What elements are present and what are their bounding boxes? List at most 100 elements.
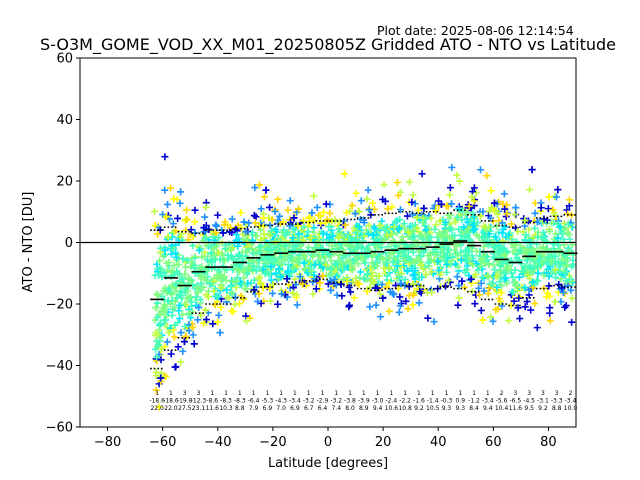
data-point [453,213,461,221]
data-point [432,221,440,229]
data-point [544,289,552,297]
data-point [422,226,430,234]
data-point [565,272,573,280]
data-point [211,301,219,309]
data-point [419,218,427,226]
data-point [385,307,393,315]
data-point [498,302,506,310]
data-point [411,200,419,208]
data-point [357,197,365,205]
data-point [365,206,373,214]
data-point [519,267,527,275]
scatter-points [150,153,577,411]
data-point [215,249,223,257]
data-point [264,252,272,260]
data-point [281,242,289,250]
bin-stat-label: 10.5 [426,405,440,412]
data-point [331,216,339,224]
data-point [470,184,478,192]
data-point [401,257,409,265]
data-point [467,275,475,283]
data-point [155,341,163,349]
data-point [533,324,541,332]
data-point [255,290,263,298]
data-point [526,186,534,194]
data-point [172,249,180,257]
data-point [201,248,209,256]
data-point [469,222,477,230]
data-point [409,248,417,256]
data-point [304,228,312,236]
data-point [413,224,421,232]
data-point [356,274,364,282]
data-point [404,228,412,236]
data-point [396,302,404,310]
data-point [368,272,376,280]
data-point [499,237,507,245]
bin-stat-label: 10.6 [385,405,399,412]
data-point [189,323,197,331]
data-point [475,284,483,292]
data-point [523,256,531,264]
data-point [210,244,218,252]
data-point [471,300,479,308]
data-point [175,291,183,299]
data-point [471,225,479,233]
bin-statistics: 1-18.622.01-18.622.03-19.827.53-12.323.1… [149,209,578,412]
data-point [366,303,374,311]
data-point [498,229,506,237]
bin-stat-label: 1 [389,390,393,397]
data-point [354,227,362,235]
data-point [303,268,311,276]
data-point [153,260,161,268]
data-point [162,212,170,220]
bin-stat-label: 6.7 [304,405,314,412]
bin-stat-label: 9.4 [483,405,493,412]
data-point [531,209,539,217]
data-point [487,204,495,212]
data-point [551,266,559,274]
y-tick-label: 0 [65,236,73,251]
data-point [255,275,263,283]
data-point [528,268,536,276]
data-point [388,203,396,211]
data-point [325,223,333,231]
data-point [378,254,386,262]
plot-date: Plot date: 2025-08-06 12:14:54 [377,23,574,38]
data-point [355,239,363,247]
data-point [227,283,235,291]
data-point [315,252,323,260]
data-point [418,170,426,178]
bin-stat-label: 3 [555,390,559,397]
data-point [248,245,256,253]
data-point [245,219,253,227]
data-point [551,298,559,306]
data-point [517,260,525,268]
data-point [331,260,339,268]
data-point [383,283,391,291]
data-point [190,340,198,348]
data-point [529,278,537,286]
data-point [205,287,213,295]
data-point [254,297,262,305]
data-point [187,277,195,285]
data-point [194,289,202,297]
y-tick-label: 40 [56,113,73,128]
data-point [453,171,461,179]
data-point [171,304,179,312]
data-point [408,233,416,241]
data-point [228,229,236,237]
data-point [265,256,273,264]
data-point [284,206,292,214]
bin-stat-label: -2.2 [399,398,411,405]
data-point [375,272,383,280]
data-point [525,286,533,294]
data-point [182,206,190,214]
data-point [176,199,184,207]
data-point [381,197,389,205]
data-point [455,294,463,302]
data-point [514,227,522,235]
data-point [187,263,195,271]
data-point [257,205,265,213]
data-point [396,293,404,301]
